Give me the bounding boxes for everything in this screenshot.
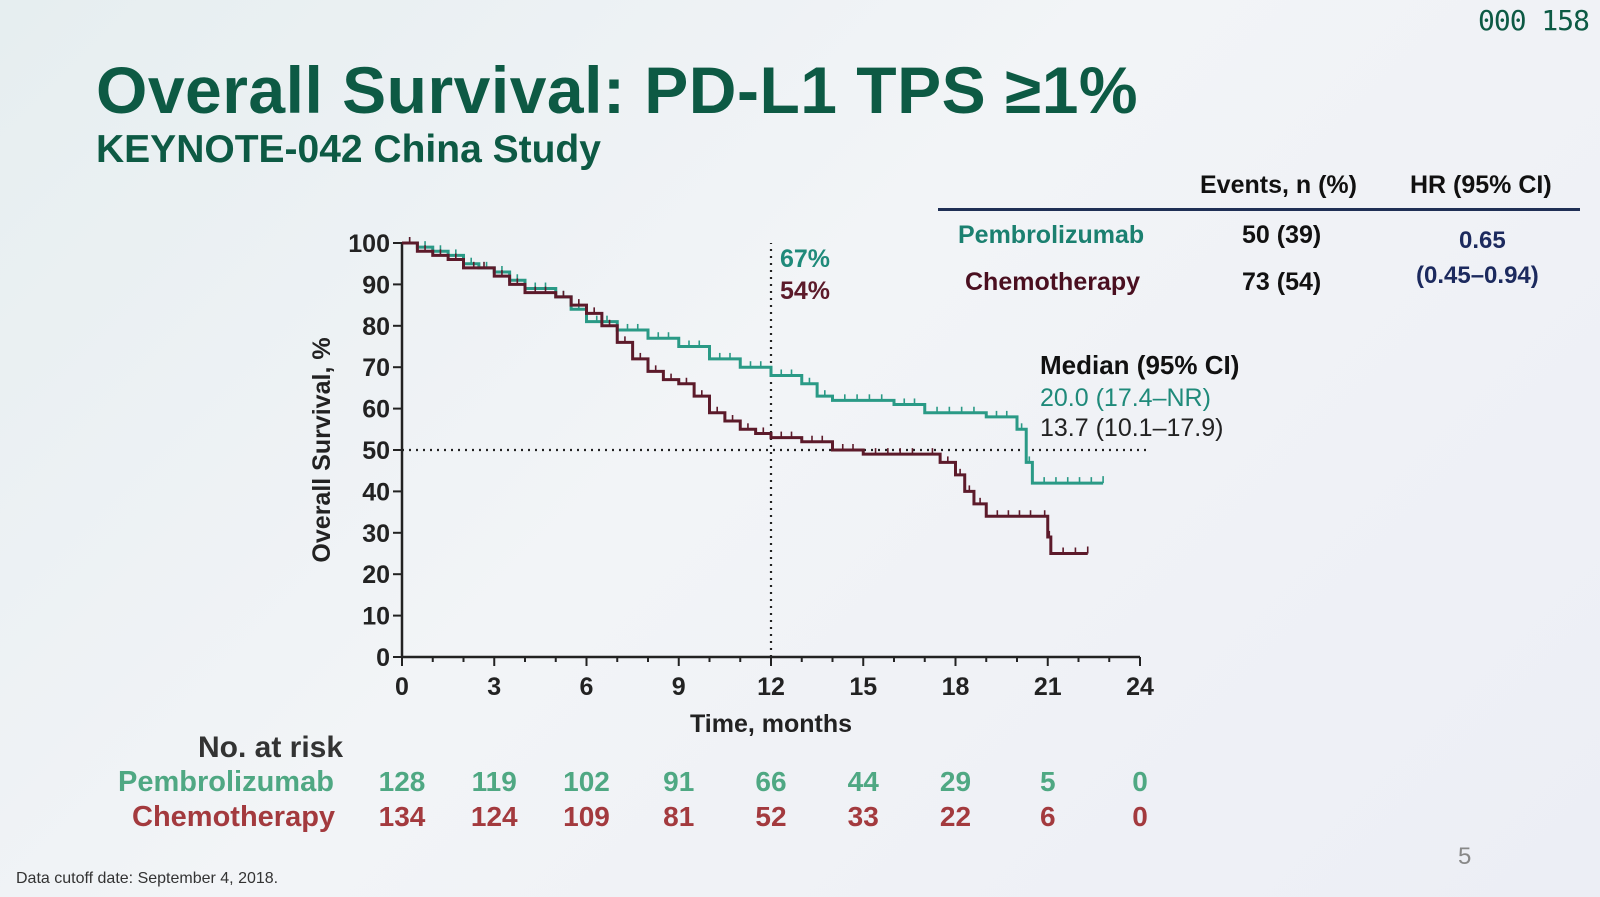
y-tick-label: 40: [362, 478, 390, 506]
y-tick-label: 50: [362, 437, 390, 465]
survival-curves: [402, 237, 1104, 555]
at-risk-pembrolizumab-value: 0: [1132, 766, 1148, 797]
events-header: Events, n (%): [1200, 171, 1357, 199]
at-risk-pembrolizumab-value: 29: [939, 766, 972, 797]
hr-ci: (0.45–0.94): [1416, 262, 1539, 289]
table-rule: [938, 208, 1580, 211]
at-risk-chemotherapy-value: 0: [1132, 801, 1148, 832]
y-tick-label: 100: [348, 230, 390, 258]
at-risk-pembrolizumab-value: 128: [378, 766, 426, 797]
at-risk-pembrolizumab-value: 102: [563, 766, 610, 797]
x-tick-label: 0: [395, 673, 409, 701]
x-axis-label: Time, months: [690, 710, 852, 738]
at-risk-chemotherapy-value: 52: [755, 801, 787, 832]
y-tick-label: 60: [362, 396, 390, 424]
at-risk-header: No. at risk: [198, 731, 344, 764]
table-row-pembrolizumab-events: 50 (39): [1242, 221, 1322, 249]
x-tick-label: 6: [580, 673, 594, 701]
y-tick-label: 80: [362, 313, 390, 341]
x-tick-label: 21: [1034, 673, 1062, 701]
pembrolizumab-curve: [402, 241, 1104, 485]
landmark-chemotherapy: 54%: [780, 277, 831, 305]
at-risk-pembrolizumab-value: 91: [663, 766, 695, 797]
hr-value: 0.65: [1459, 227, 1506, 254]
at-risk-pembrolizumab-label: Pembrolizumab: [118, 766, 334, 798]
page-number: 5: [1458, 843, 1472, 870]
x-tick-label: 3: [487, 673, 501, 701]
chemotherapy-curve: [402, 241, 1088, 555]
slide-subtitle: KEYNOTE-042 China Study: [96, 128, 601, 171]
at-risk-chemotherapy-value: 81: [663, 801, 695, 832]
reference-lines: [402, 243, 1147, 657]
table-row-chemotherapy-label: Chemotherapy: [965, 268, 1141, 296]
at-risk-chemotherapy-value: 134: [378, 801, 426, 832]
landmark-pembrolizumab: 67%: [780, 245, 831, 273]
frame-counter: 000 158: [1478, 4, 1590, 37]
y-axis-label: Overall Survival, %: [308, 337, 336, 562]
at-risk-pembrolizumab-value: 5: [1039, 766, 1056, 797]
at-risk-chemotherapy-value: 6: [1039, 801, 1056, 832]
table-row-chemotherapy-events: 73 (54): [1242, 268, 1322, 296]
x-tick-label: 18: [942, 673, 970, 701]
x-tick-label: 24: [1126, 673, 1154, 701]
at-risk-chemotherapy-value: 22: [939, 801, 972, 832]
at-risk-pembrolizumab-value: 66: [755, 766, 787, 797]
median-pembrolizumab: 20.0 (17.4–NR): [1040, 384, 1211, 412]
at-risk-chemotherapy-value: 109: [563, 801, 610, 832]
x-tick-label: 12: [757, 673, 785, 701]
slide-title: Overall Survival: PD-L1 TPS ≥1%: [96, 53, 1139, 127]
y-tick-label: 0: [376, 644, 390, 672]
hr-header: HR (95% CI): [1410, 171, 1552, 199]
at-risk-chemotherapy-value: 124: [470, 801, 518, 832]
y-tick-label: 20: [362, 561, 390, 589]
at-risk-pembrolizumab-value: 119: [471, 766, 517, 797]
y-tick-label: 90: [362, 271, 390, 299]
table-row-pembrolizumab-label: Pembrolizumab: [958, 221, 1145, 249]
x-tick-label: 15: [849, 673, 877, 701]
at-risk-pembrolizumab-value: 44: [847, 766, 879, 797]
y-tick-label: 10: [362, 603, 390, 631]
data-cutoff-footnote: Data cutoff date: September 4, 2018.: [16, 870, 279, 887]
y-tick-label: 70: [362, 354, 390, 382]
median-header: Median (95% CI): [1040, 350, 1240, 380]
at-risk-chemotherapy-value: 33: [847, 801, 879, 832]
chart-axes: 0 3 6 9 12 15 18 21 24 0 10 20 30 40 50 60 70 80 90 100: [348, 230, 1154, 701]
at-risk-chemotherapy-label: Chemotherapy: [132, 801, 336, 833]
x-tick-label: 9: [672, 673, 686, 701]
y-tick-label: 30: [362, 520, 390, 548]
median-chemotherapy: 13.7 (10.1–17.9): [1040, 414, 1224, 442]
